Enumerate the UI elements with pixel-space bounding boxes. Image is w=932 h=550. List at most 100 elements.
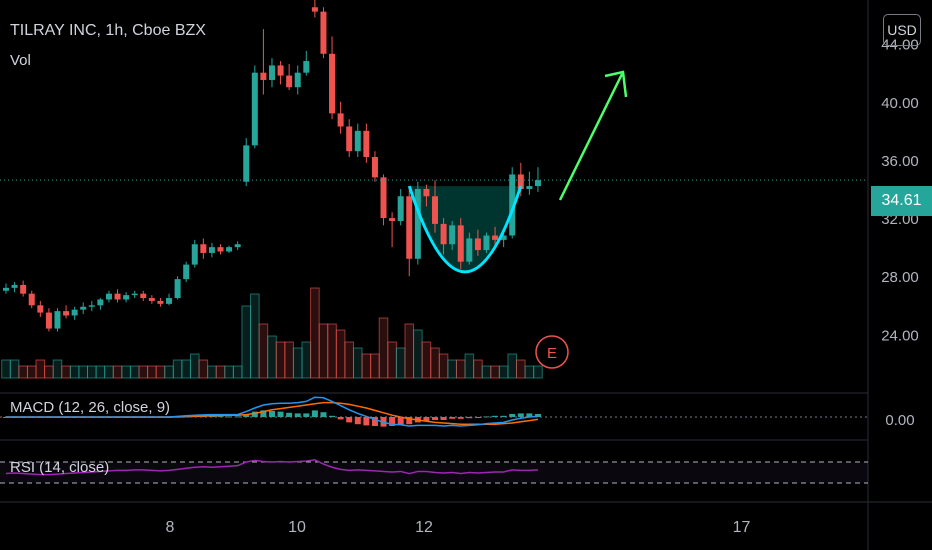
volume-bar: [215, 365, 226, 379]
volume-bar: [95, 365, 106, 379]
earnings-marker: [535, 335, 569, 369]
last-price-tag: 34.61: [871, 186, 932, 216]
candle-body: [105, 293, 112, 300]
volume-bar: [104, 365, 114, 379]
macd-zero-label: 0.00: [885, 412, 914, 429]
volume-bar: [507, 353, 518, 379]
volume-bar: [318, 323, 329, 379]
volume-bar: [35, 359, 46, 379]
volume-bar: [464, 353, 475, 379]
candle-body: [157, 300, 164, 304]
volume-bar: [335, 329, 346, 379]
rsi-label: RSI (14, close): [10, 459, 110, 476]
x-tick-label: 12: [415, 519, 433, 536]
macd-histogram-bar: [474, 417, 481, 418]
macd-histogram-bar: [311, 410, 318, 417]
volume-bar: [69, 365, 80, 379]
candle-body: [363, 130, 370, 158]
macd-histogram-bar: [277, 411, 284, 417]
chart-title: TILRAY INC, 1h, Cboe BZX: [10, 22, 206, 39]
candle-body: [174, 279, 181, 299]
currency-button[interactable]: USD: [883, 14, 921, 46]
candle-body: [337, 113, 344, 127]
macd-histogram-bar: [432, 417, 438, 420]
candle-body: [268, 65, 275, 80]
candle-body: [54, 311, 61, 329]
macd-label: MACD (12, 26, close, 9): [10, 399, 171, 416]
candle-body: [346, 126, 353, 152]
volume-bar: [250, 293, 260, 379]
candle-body: [414, 189, 421, 259]
volume-bar: [481, 365, 492, 379]
volume-label: Vol: [10, 52, 31, 69]
volume-bar: [344, 341, 354, 379]
macd-histogram-bar: [534, 414, 541, 417]
volume-bar: [112, 365, 123, 379]
volume-bar: [18, 365, 28, 379]
candle-body: [166, 298, 173, 304]
candle-body: [11, 284, 18, 288]
x-tick-label: 8: [166, 519, 175, 536]
candle-body: [251, 72, 258, 146]
volume-bar: [189, 353, 200, 379]
candle-body: [466, 238, 473, 262]
macd-histogram-bar: [303, 413, 310, 417]
candle-body: [500, 235, 507, 240]
macd-histogram-bar: [406, 417, 413, 425]
macd-histogram-bar: [509, 414, 516, 417]
candle-body: [123, 295, 130, 300]
macd-histogram-bar: [466, 417, 473, 419]
macd-histogram-bar: [268, 411, 275, 417]
volume-bar: [44, 365, 54, 379]
candle-body: [45, 312, 52, 329]
volume-bar: [490, 365, 500, 379]
volume-bar: [292, 347, 303, 379]
candle-body: [483, 235, 490, 251]
macd-histogram-bar: [354, 417, 361, 425]
candle-body: [97, 299, 104, 306]
volume-bar: [404, 323, 415, 379]
candle-body: [509, 174, 516, 236]
candle-body: [208, 247, 215, 253]
volume-bar: [516, 359, 526, 379]
volume-bar: [147, 365, 157, 379]
volume-bar: [430, 347, 440, 379]
volume-bar: [164, 365, 174, 379]
volume-bar: [438, 353, 449, 379]
macd-histogram-bar: [397, 417, 404, 425]
volume-bar: [284, 341, 294, 379]
volume-bar: [378, 317, 389, 379]
macd-histogram-bar: [526, 413, 533, 417]
macd-histogram-bar: [363, 417, 370, 426]
candle-body: [320, 11, 327, 54]
volume-bar: [395, 347, 406, 379]
earnings-marker-label: E: [547, 345, 557, 362]
candle-body: [63, 311, 70, 316]
candle-body: [457, 225, 464, 262]
candle-body: [140, 293, 147, 299]
volume-bar: [198, 359, 209, 379]
candle-body: [329, 53, 336, 114]
macd-histogram-bar: [449, 417, 456, 419]
volume-bar: [275, 341, 286, 379]
y-tick-label: 28.00: [881, 269, 919, 286]
volume-bar: [121, 365, 131, 379]
macd-histogram-bar: [329, 415, 336, 417]
candle-body: [406, 196, 413, 259]
macd-histogram-bar: [320, 412, 327, 417]
volume-bar: [498, 365, 509, 379]
volume-bar: [387, 341, 397, 379]
candle-body: [131, 293, 138, 296]
candle-body: [114, 293, 121, 300]
candle-body: [148, 298, 155, 301]
candle-body: [492, 235, 499, 240]
volume-bar: [207, 365, 217, 379]
volume-bar: [447, 359, 457, 379]
y-tick-label: 36.00: [881, 153, 919, 170]
macd-histogram-bar: [457, 417, 464, 419]
candle-body: [311, 7, 318, 12]
volume-bar: [138, 365, 149, 379]
candle-body: [371, 157, 378, 178]
macd-histogram-bar: [243, 414, 250, 417]
